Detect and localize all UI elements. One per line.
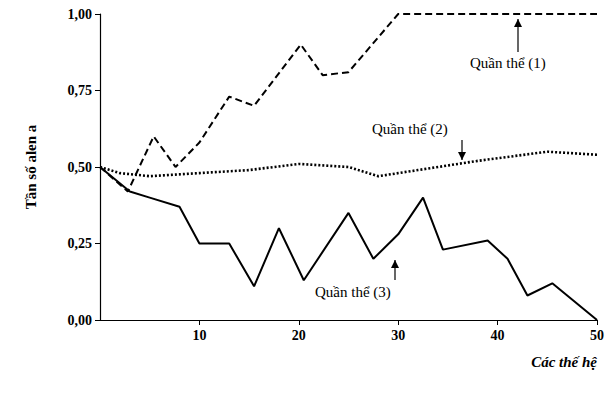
svg-text:Quần thể (1): Quần thể (1)	[470, 55, 546, 72]
svg-text:0,50: 0,50	[68, 160, 93, 175]
svg-text:Quần thể (3): Quần thể (3)	[315, 284, 391, 301]
svg-text:Quần thể (2): Quần thể (2)	[372, 121, 448, 138]
svg-text:50: 50	[590, 328, 604, 343]
svg-text:1,00: 1,00	[68, 7, 93, 22]
svg-text:0,75: 0,75	[68, 83, 93, 98]
svg-text:20: 20	[292, 328, 306, 343]
svg-text:10: 10	[192, 328, 206, 343]
svg-text:Tần số alen a: Tần số alen a	[23, 124, 39, 209]
svg-text:0,00: 0,00	[68, 313, 93, 328]
svg-text:0,25: 0,25	[68, 236, 93, 251]
svg-text:40: 40	[491, 328, 505, 343]
svg-text:Các thế hệ: Các thế hệ	[531, 354, 597, 370]
svg-text:30: 30	[391, 328, 405, 343]
